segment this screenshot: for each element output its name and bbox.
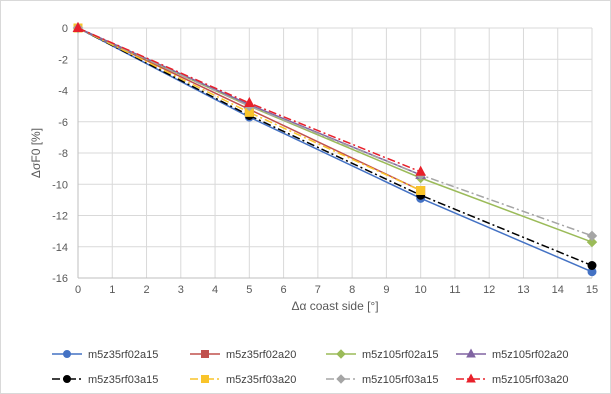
y-tick-label: 0 xyxy=(62,23,68,35)
legend-label: m5z35rf03a15 xyxy=(88,374,158,386)
legend-item: m5z105rf02a20 xyxy=(456,348,568,361)
y-tick-label: -6 xyxy=(58,117,68,129)
data-point xyxy=(586,230,598,242)
data-point xyxy=(415,165,426,176)
legend-label: m5z105rf03a20 xyxy=(492,374,568,386)
legend-item: m5z35rf02a20 xyxy=(190,349,296,361)
legend-item: m5z35rf03a20 xyxy=(190,374,296,386)
data-point xyxy=(72,21,84,32)
x-tick-label: 14 xyxy=(552,284,564,296)
x-tick-label: 11 xyxy=(449,284,460,296)
legend-label: m5z35rf03a20 xyxy=(226,374,296,386)
series-line xyxy=(77,27,593,267)
x-tick-label: 10 xyxy=(415,284,427,296)
y-tick-label: -16 xyxy=(52,273,68,285)
x-tick-label: 15 xyxy=(586,284,598,296)
legend-label: m5z105rf03a15 xyxy=(362,374,438,386)
legend-item: m5z105rf02a15 xyxy=(326,349,438,361)
y-tick-label: -10 xyxy=(52,179,68,191)
data-point xyxy=(586,236,598,248)
data-point xyxy=(244,96,255,107)
y-tick-label: -12 xyxy=(52,211,68,223)
legend-marker xyxy=(336,349,346,359)
x-tick-label: 3 xyxy=(178,284,184,296)
legend-marker xyxy=(336,374,346,384)
x-tick-label: 6 xyxy=(281,284,287,296)
legend-marker xyxy=(63,375,71,383)
tick-labels: 0 1 2 3 4 5 6 7 8 9 10 11 12 13 14 150-2-4-6-8-10-12-14… xyxy=(52,23,598,296)
series-line xyxy=(77,27,421,173)
x-tick-label: 1 xyxy=(109,284,115,296)
x-axis-title: Δα coast side [°] xyxy=(291,299,378,313)
legend-label: m5z35rf02a20 xyxy=(226,349,296,361)
x-tick-label: 7 xyxy=(315,284,321,296)
legend-marker xyxy=(201,350,209,358)
legend-marker xyxy=(201,375,209,383)
x-tick-label: 0 xyxy=(75,284,81,296)
series-line xyxy=(77,27,422,192)
y-tick-label: -2 xyxy=(58,54,68,66)
y-tick-label: -4 xyxy=(58,86,68,98)
legend-marker xyxy=(466,348,476,358)
y-axis-title: ΔσF0 [%] xyxy=(29,128,43,178)
x-tick-label: 9 xyxy=(383,284,389,296)
legend-item: m5z105rf03a20 xyxy=(456,373,568,386)
legend-marker xyxy=(466,373,476,383)
x-tick-label: 12 xyxy=(483,284,495,296)
legend-label: m5z105rf02a20 xyxy=(492,349,568,361)
y-tick-label: -14 xyxy=(52,242,68,254)
legend-item: m5z35rf03a15 xyxy=(52,374,158,386)
x-tick-label: 4 xyxy=(212,284,218,296)
legend-item: m5z105rf03a15 xyxy=(326,374,438,386)
x-tick-label: 8 xyxy=(349,284,355,296)
legend-marker xyxy=(63,350,71,358)
y-tick-label: -8 xyxy=(58,148,68,160)
legend: m5z35rf02a15 m5z35rf02a20 m5z105rf02a15 m5z… xyxy=(52,348,568,386)
data-point xyxy=(416,186,426,195)
x-tick-label: 5 xyxy=(246,284,252,296)
series-m5z105rf03a20 xyxy=(72,21,426,176)
axes xyxy=(77,28,592,279)
legend-label: m5z35rf02a15 xyxy=(88,349,158,361)
data-point xyxy=(587,261,597,270)
legend-item: m5z35rf02a15 xyxy=(52,349,158,361)
series-lines xyxy=(72,21,598,277)
x-tick-label: 2 xyxy=(143,284,149,296)
legend-label: m5z105rf02a15 xyxy=(362,349,438,361)
x-tick-label: 13 xyxy=(517,284,529,296)
